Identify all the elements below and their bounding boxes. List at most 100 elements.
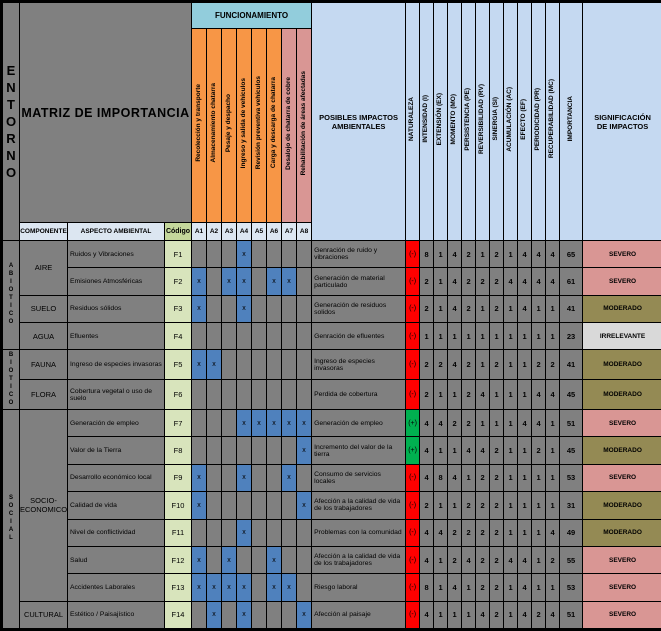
value-cell[interactable]: 2 — [489, 349, 505, 381]
mark-cell-F5-A3[interactable] — [221, 349, 237, 381]
mark-cell-F11-A4[interactable]: x — [236, 518, 252, 547]
mark-cell-F2-A7[interactable]: x — [281, 267, 297, 296]
value-cell[interactable]: 1 — [545, 573, 561, 602]
significance-cell[interactable]: SEVERO — [582, 545, 661, 575]
value-cell[interactable]: 1 — [517, 379, 533, 411]
code-cell[interactable]: F9 — [164, 463, 192, 493]
value-cell[interactable]: 4 — [517, 267, 533, 296]
impact-cell[interactable]: Perdida de cobertura — [311, 379, 407, 411]
mark-cell-F10-A3[interactable] — [221, 491, 237, 520]
value-cell[interactable]: 2 — [531, 349, 547, 381]
value-cell[interactable]: 2 — [419, 267, 435, 296]
value-cell[interactable]: 1 — [503, 322, 519, 351]
mark-cell-F8-A8[interactable]: x — [295, 436, 313, 465]
mark-cell-F2-A2[interactable] — [206, 267, 222, 296]
mark-cell-F13-A3[interactable]: x — [221, 573, 237, 602]
value-cell[interactable]: 4 — [545, 239, 561, 269]
value-cell[interactable]: 1 — [433, 267, 449, 296]
value-cell[interactable]: 2 — [489, 239, 505, 269]
value-cell[interactable]: 4 — [517, 545, 533, 575]
aspecto-header[interactable]: ASPECTO AMBIENTAL — [67, 222, 165, 241]
value-cell[interactable]: 1 — [447, 491, 463, 520]
significance-column-header[interactable]: SIGNIFICACIÓN DE IMPACTOS — [582, 2, 661, 241]
mark-cell-F14-A8[interactable]: x — [295, 600, 313, 630]
value-cell[interactable]: 4 — [461, 436, 477, 465]
nature-cell[interactable]: (-) — [405, 294, 421, 324]
mark-cell-F1-A4[interactable]: x — [236, 239, 252, 269]
value-cell[interactable]: 4 — [517, 573, 533, 602]
value-cell[interactable]: 1 — [433, 379, 449, 411]
value-cell[interactable]: 4 — [503, 545, 519, 575]
mark-cell-F13-A2[interactable]: x — [206, 573, 222, 602]
mark-cell-F12-A2[interactable] — [206, 545, 222, 575]
component-label[interactable]: SUELO — [19, 294, 68, 324]
mark-cell-F9-A5[interactable] — [251, 463, 267, 493]
value-cell[interactable]: 1 — [517, 322, 533, 351]
mark-cell-F13-A8[interactable] — [295, 573, 313, 602]
mark-cell-F4-A1[interactable] — [191, 322, 207, 351]
mark-cell-F5-A7[interactable] — [281, 349, 297, 381]
significance-cell[interactable]: MODERADO — [582, 491, 661, 520]
importance-cell[interactable]: 45 — [559, 379, 584, 411]
activity-header-A1[interactable]: Recolección y transporte — [191, 28, 207, 223]
importance-cell[interactable]: 45 — [559, 436, 584, 465]
value-cell[interactable]: 2 — [489, 294, 505, 324]
mark-cell-F9-A8[interactable] — [295, 463, 313, 493]
significance-cell[interactable]: SEVERO — [582, 409, 661, 438]
value-cell[interactable]: 1 — [531, 322, 547, 351]
activity-header-A4[interactable]: Ingreso y salida de vehículos — [236, 28, 252, 223]
nature-cell[interactable]: (-) — [405, 349, 421, 381]
value-cell[interactable]: 4 — [531, 239, 547, 269]
code-cell[interactable]: F4 — [164, 322, 192, 351]
aspect-cell[interactable]: Cobertura vegetal o uso de suelo — [67, 379, 165, 411]
impact-cell[interactable]: Generación de material particulado — [311, 267, 407, 296]
mark-cell-F12-A4[interactable] — [236, 545, 252, 575]
value-cell[interactable]: 4 — [517, 409, 533, 438]
mark-cell-F8-A3[interactable] — [221, 436, 237, 465]
value-cell[interactable]: 2 — [447, 545, 463, 575]
value-cell[interactable]: 4 — [517, 294, 533, 324]
mark-cell-F2-A4[interactable]: x — [236, 267, 252, 296]
value-cell[interactable]: 1 — [489, 379, 505, 411]
value-cell[interactable]: 4 — [419, 436, 435, 465]
mark-cell-F4-A6[interactable] — [266, 322, 282, 351]
importance-cell[interactable]: 53 — [559, 573, 584, 602]
aspect-cell[interactable]: Residuos sólidos — [67, 294, 165, 324]
nature-cell[interactable]: (-) — [405, 239, 421, 269]
significance-cell[interactable]: MODERADO — [582, 518, 661, 547]
significance-cell[interactable]: SEVERO — [582, 239, 661, 269]
value-cell[interactable]: 1 — [447, 436, 463, 465]
importance-cell[interactable]: 23 — [559, 322, 584, 351]
importance-cell[interactable]: 51 — [559, 409, 584, 438]
value-cell[interactable]: 2 — [531, 600, 547, 630]
mark-cell-F12-A1[interactable]: x — [191, 545, 207, 575]
mark-cell-F13-A1[interactable]: x — [191, 573, 207, 602]
value-cell[interactable]: 4 — [531, 379, 547, 411]
criteria-header-10[interactable]: RECUPERABILIDAD (MC) — [545, 2, 561, 241]
value-cell[interactable]: 1 — [489, 322, 505, 351]
code-cell[interactable]: F11 — [164, 518, 192, 547]
value-cell[interactable]: 1 — [545, 436, 561, 465]
value-cell[interactable]: 1 — [531, 518, 547, 547]
mark-cell-F14-A1[interactable] — [191, 600, 207, 630]
mark-cell-F11-A7[interactable] — [281, 518, 297, 547]
mark-cell-F12-A7[interactable] — [281, 545, 297, 575]
importance-cell[interactable]: 31 — [559, 491, 584, 520]
value-cell[interactable]: 1 — [503, 518, 519, 547]
activity-header-A8[interactable]: Rehabilitación de áreas afectadas — [295, 28, 313, 223]
mark-cell-F6-A8[interactable] — [295, 379, 313, 411]
value-cell[interactable]: 4 — [447, 239, 463, 269]
nature-cell[interactable]: (-) — [405, 322, 421, 351]
mark-cell-F3-A7[interactable] — [281, 294, 297, 324]
aspect-cell[interactable]: Salud — [67, 545, 165, 575]
value-cell[interactable]: 1 — [419, 322, 435, 351]
nature-cell[interactable]: (-) — [405, 600, 421, 630]
component-label[interactable]: FAUNA — [19, 349, 68, 381]
mark-cell-F5-A1[interactable]: x — [191, 349, 207, 381]
value-cell[interactable]: 1 — [475, 409, 491, 438]
value-cell[interactable]: 1 — [503, 573, 519, 602]
value-cell[interactable]: 2 — [475, 518, 491, 547]
value-cell[interactable]: 4 — [517, 239, 533, 269]
impact-cell[interactable]: Genración de ruido y vibraciones — [311, 239, 407, 269]
